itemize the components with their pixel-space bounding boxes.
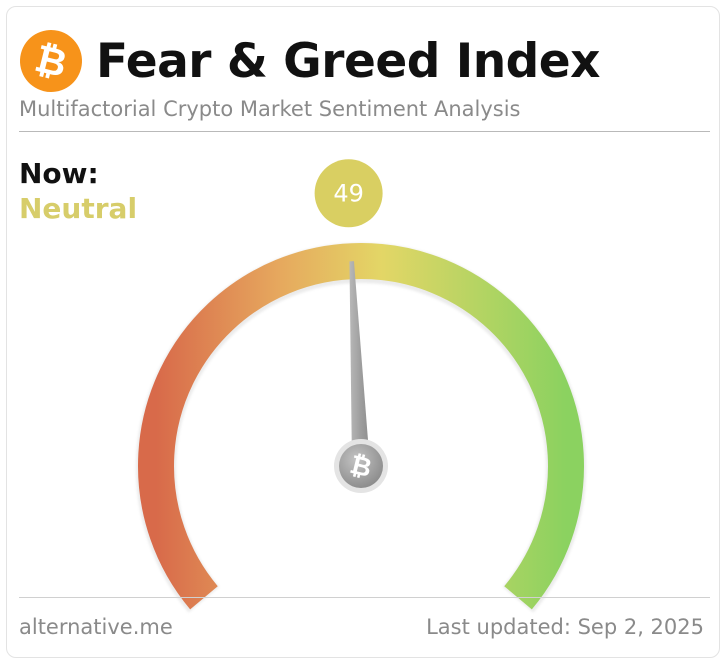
divider-bottom [19,597,710,598]
header: ₿ Fear & Greed Index [13,23,600,99]
sentiment-classification: Neutral [19,192,138,225]
gauge-needle [349,261,370,467]
value-badge [314,159,383,228]
divider-top [19,131,710,132]
now-label: Now: [19,157,99,190]
value-badge-text: 49 [333,179,364,207]
source-link[interactable]: alternative.me [19,615,173,639]
last-updated: Last updated: Sep 2, 2025 [426,615,704,639]
bitcoin-icon [339,444,383,488]
fear-greed-card [6,6,720,658]
page-subtitle: Multifactorial Crypto Market Sentiment A… [19,97,521,121]
gauge-arc [138,243,584,610]
page-title: Fear & Greed Index [96,33,600,89]
